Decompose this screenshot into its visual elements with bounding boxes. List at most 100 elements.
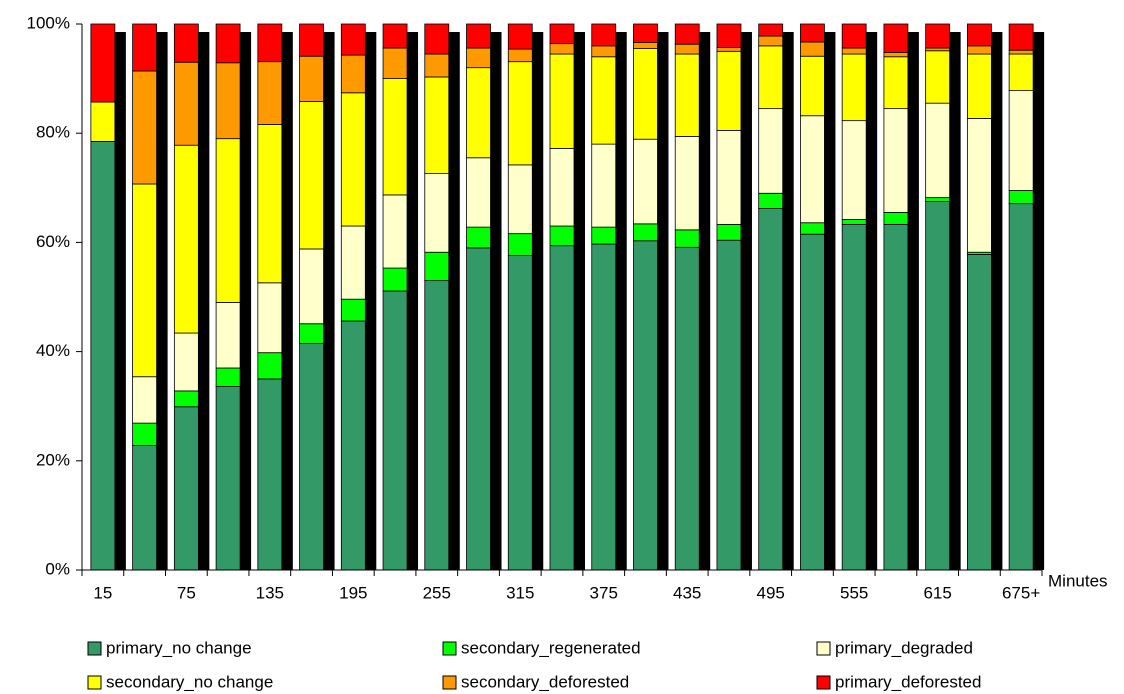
legend-label: secondary_regenerated: [461, 638, 641, 657]
bar-segment: [925, 47, 951, 52]
bar-segment: [800, 55, 825, 117]
legend-label: primary_deforested: [835, 672, 981, 691]
x-tick-label: 315: [506, 583, 534, 602]
bar-shadow: [990, 32, 1003, 570]
bar-segment: [215, 23, 241, 64]
x-tick-label: 495: [757, 583, 785, 602]
bar-segment: [800, 222, 825, 235]
bar-segment: [925, 197, 951, 202]
bar-segment: [424, 76, 450, 175]
bar-segment: [716, 130, 742, 225]
bar-segment: [340, 298, 366, 322]
bar-segment: [674, 53, 700, 137]
legend-swatch: [87, 675, 102, 690]
bar-segment: [132, 23, 158, 72]
x-tick-label: 195: [339, 583, 367, 602]
bar-segment: [507, 255, 533, 571]
bar-shadow: [739, 32, 752, 570]
bar-segment: [549, 148, 575, 227]
bar-segment: [966, 45, 992, 55]
bar-segment: [340, 92, 366, 227]
bar-segment: [90, 140, 116, 571]
bar-segment: [215, 302, 241, 369]
bar-segment: [674, 43, 700, 55]
bar-segment: [257, 378, 283, 571]
bar-segment: [215, 367, 241, 387]
bar-segment: [299, 248, 324, 325]
bar-segment: [549, 245, 575, 571]
bar-segment: [90, 101, 116, 142]
bar-segment: [758, 23, 784, 37]
bar-segment: [340, 320, 366, 571]
x-tick-label: 15: [93, 583, 112, 602]
bar-segment: [674, 246, 700, 571]
bar-segment: [173, 144, 199, 334]
bar-segment: [299, 55, 324, 102]
bar-segment: [883, 51, 909, 58]
bar-segment: [549, 43, 575, 55]
bar-segment: [549, 23, 575, 45]
bar-segment: [883, 223, 909, 571]
bar-segment: [382, 23, 408, 49]
bar-shadow: [239, 32, 252, 570]
bar-segment: [716, 50, 742, 131]
bar-segment: [1008, 53, 1034, 92]
bar-segment: [424, 251, 450, 282]
bar-shadow: [447, 32, 460, 570]
bar-segment: [633, 138, 658, 225]
bar-segment: [716, 47, 742, 52]
bar-segment: [1008, 90, 1034, 191]
y-tick-label: 0%: [45, 559, 70, 578]
bar-segment: [841, 23, 867, 49]
bar-shadow: [406, 32, 419, 570]
bar-shadow: [823, 32, 836, 570]
bar-segment: [132, 445, 158, 571]
x-tick-label: 375: [590, 583, 618, 602]
bar-segment: [215, 62, 241, 140]
bar-segment: [591, 45, 617, 58]
bar-segment: [758, 108, 784, 194]
bar-segment: [716, 223, 742, 241]
bar-segment: [340, 54, 366, 94]
legend-swatch: [442, 641, 457, 656]
bar-shadow: [781, 32, 794, 570]
bar-segment: [173, 406, 199, 571]
bar-segment: [591, 23, 617, 47]
bar-segment: [633, 23, 658, 43]
bar-segment: [257, 23, 283, 63]
bar-shadow: [573, 32, 585, 570]
bar-segment: [716, 239, 742, 571]
bar-segment: [925, 50, 951, 104]
bar-segment: [173, 390, 199, 408]
legend-swatch: [816, 641, 831, 656]
bar-shadow: [865, 32, 878, 570]
bar-segment: [507, 233, 533, 256]
legend-label: secondary_no change: [106, 672, 273, 691]
bar-segment: [758, 192, 784, 209]
bar-segment: [966, 254, 992, 571]
bar-segment: [966, 53, 992, 119]
bar-segment: [340, 225, 366, 300]
bar-shadow: [948, 32, 961, 570]
x-tick-label: 255: [423, 583, 451, 602]
bar-segment: [549, 225, 575, 247]
bar-segment: [883, 23, 909, 53]
bar-shadow: [155, 32, 168, 570]
bar-segment: [382, 267, 408, 292]
bar-segment: [132, 376, 158, 424]
bar-segment: [841, 219, 867, 225]
bar-segment: [758, 45, 784, 110]
bar-shadow: [197, 32, 210, 570]
bar-segment: [466, 226, 491, 249]
bar-segment: [633, 42, 658, 49]
bar-segment: [883, 108, 909, 213]
bar-segment: [841, 223, 867, 571]
bar-segment: [466, 23, 491, 49]
legend-swatch: [442, 675, 457, 690]
bar-segment: [466, 47, 491, 69]
bar-segment: [841, 120, 867, 220]
bar-shadow: [531, 32, 544, 570]
bar-segment: [382, 47, 408, 79]
legend-label: secondary_deforested: [461, 672, 629, 691]
